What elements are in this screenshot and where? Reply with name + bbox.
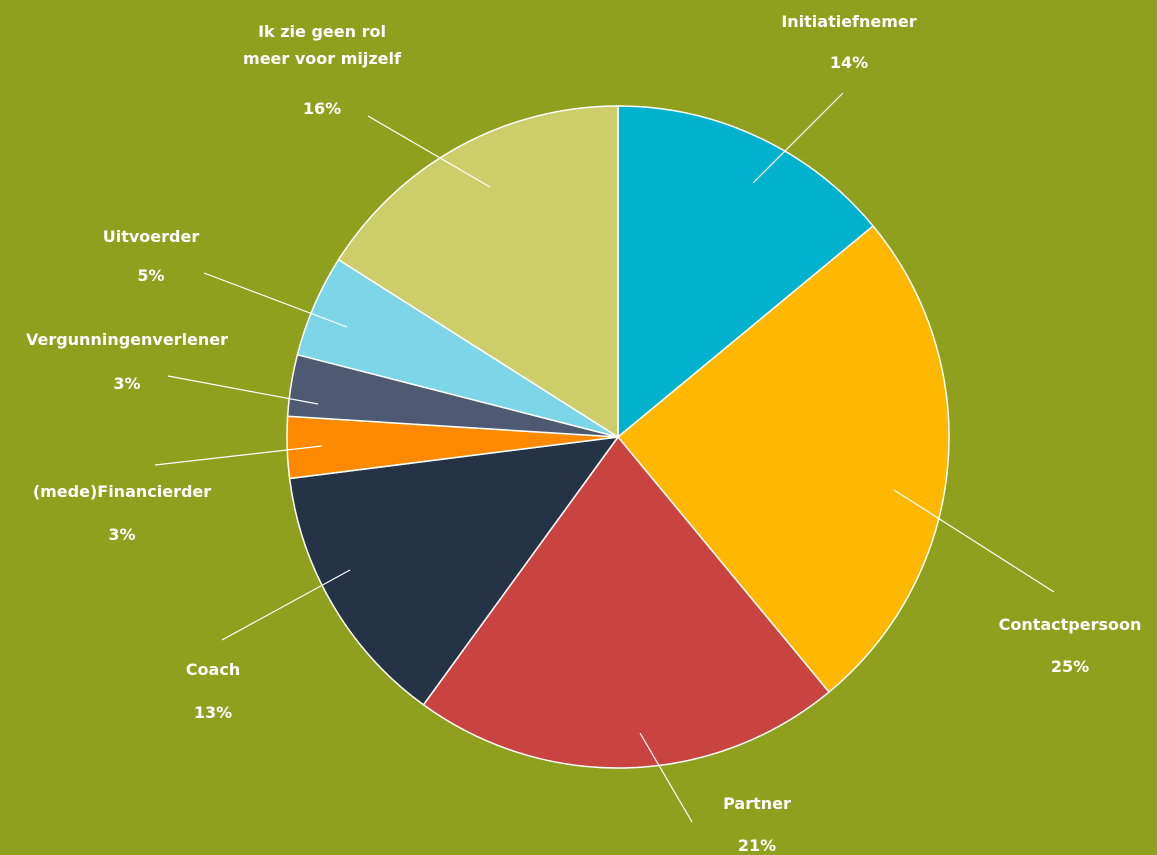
leader-line [639, 732, 693, 823]
slice-label: Ik zie geen rol [258, 22, 386, 41]
slice-label: meer voor mijzelf [243, 49, 402, 68]
slice-percent-label: 14% [830, 53, 868, 72]
leader-line [154, 445, 323, 466]
pie-slice [616, 224, 950, 694]
slice-percent-label: 16% [303, 99, 341, 118]
leader-line [893, 489, 1055, 593]
slice-percent-label: 21% [738, 836, 776, 855]
leader-line [221, 569, 351, 641]
slice-percent-label: 5% [137, 266, 164, 285]
slice-label: Vergunningenverlener [26, 330, 228, 349]
leader-line [752, 92, 844, 184]
leader-line [367, 115, 491, 188]
pie-slice [288, 436, 620, 706]
pie-slice [617, 105, 875, 439]
slice-percent-label: 3% [108, 525, 135, 544]
slice-label: Uitvoerder [103, 227, 200, 246]
slice-label: Contactpersoon [999, 615, 1142, 634]
slice-label: Partner [723, 794, 791, 813]
leader-line [167, 375, 319, 405]
pie-slice [422, 435, 831, 769]
slice-label: (mede)Financierder [33, 482, 211, 501]
slice-percent-label: 25% [1051, 657, 1089, 676]
slice-label: Coach [186, 660, 240, 679]
slice-percent-label: 13% [194, 703, 232, 722]
slice-percent-label: 3% [113, 374, 140, 393]
pie-slice [337, 105, 619, 439]
leader-line [203, 272, 348, 328]
slice-label: Initiatiefnemer [781, 12, 916, 31]
